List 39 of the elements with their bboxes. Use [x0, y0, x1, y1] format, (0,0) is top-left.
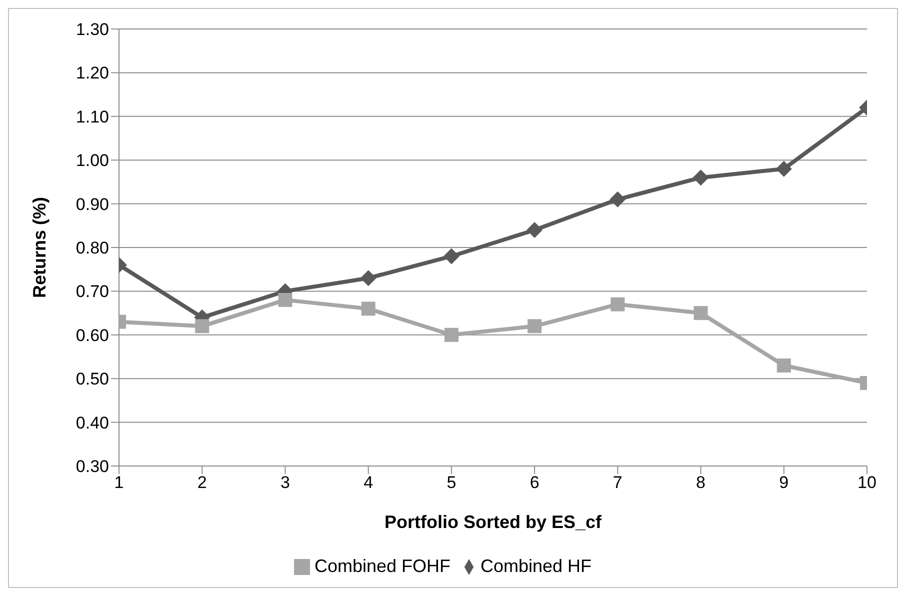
legend-label: Combined HF [480, 556, 592, 576]
y-tick-label: 1.00 [76, 151, 109, 170]
x-tick-label: 8 [696, 473, 706, 492]
y-tick-label: 0.50 [76, 370, 109, 389]
y-tick-label: 0.30 [76, 457, 109, 476]
point [443, 248, 460, 264]
y-tick-label: 1.30 [76, 20, 109, 40]
point [776, 160, 792, 177]
point [776, 358, 791, 372]
x-tick-label: 1 [114, 473, 124, 492]
y-tick-label: 0.70 [76, 282, 109, 302]
x-tick-label: 4 [364, 473, 374, 492]
point [692, 170, 709, 186]
point [195, 319, 210, 334]
x-tick-label: 2 [197, 473, 207, 492]
point [278, 292, 292, 307]
x-tick-label: 3 [280, 473, 290, 492]
point [360, 270, 376, 286]
point [361, 302, 376, 316]
y-tick-label: 0.40 [76, 413, 109, 432]
point [610, 297, 625, 312]
point [694, 306, 708, 320]
point [610, 191, 626, 208]
x-axis-title: Portfolio Sorted by ES_cf [384, 512, 603, 532]
x-tick-label: 5 [446, 473, 456, 492]
x-tick-label: 7 [612, 473, 622, 492]
y-tick-label: 1.10 [76, 107, 109, 126]
y-tick-label: 0.60 [76, 326, 109, 345]
x-tick-label: 10 [858, 473, 876, 492]
y-tick-label: 0.90 [76, 194, 109, 214]
y-tick-label: 1.20 [76, 64, 109, 83]
point [528, 319, 542, 334]
x-tick-label: 9 [779, 473, 789, 492]
x-tick-label: 6 [530, 473, 540, 492]
y-axis-title: Returns (%) [29, 196, 50, 298]
point [526, 222, 543, 238]
legend-label: Combined FOHF [314, 556, 450, 576]
point [444, 328, 458, 342]
y-tick-label: 0.80 [76, 238, 109, 258]
